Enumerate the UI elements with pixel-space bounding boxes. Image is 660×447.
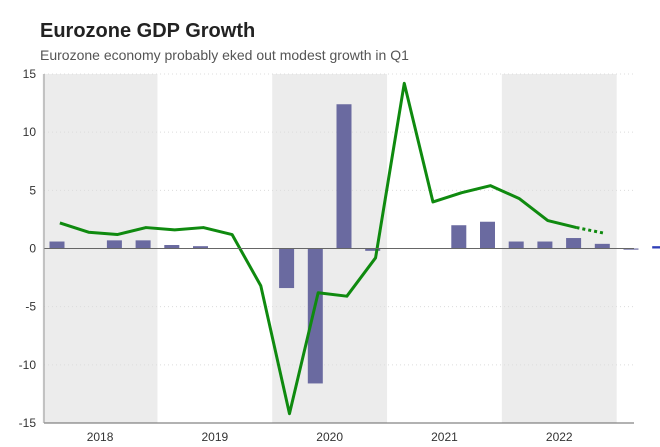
y-tick-label: 5 — [29, 183, 36, 197]
bar — [49, 241, 65, 249]
bar — [365, 248, 381, 251]
axes: 2018 2019 2020 2021 2022 15 10 5 0 -5 -10 -15 — [19, 67, 634, 444]
y-tick-label: 0 — [29, 242, 36, 256]
bar — [307, 248, 323, 384]
chart-title: Eurozone GDP Growth — [40, 20, 256, 42]
bar — [623, 248, 639, 250]
bar — [652, 246, 660, 249]
year-label-2018: 2018 — [87, 430, 114, 444]
bar — [508, 241, 524, 249]
forecast-line — [576, 226, 606, 235]
y-tick-label: -5 — [25, 300, 36, 314]
bar — [336, 104, 352, 249]
bar — [135, 240, 151, 249]
bar — [594, 243, 610, 249]
y-tick-label: 10 — [23, 125, 37, 139]
bar — [566, 238, 582, 249]
year-label-2022: 2022 — [546, 430, 573, 444]
year-label-2021: 2021 — [431, 430, 458, 444]
bar — [537, 241, 553, 249]
chart-subtitle: Eurozone economy probably eked out modes… — [40, 47, 409, 63]
bar — [480, 221, 495, 249]
annual-line — [59, 81, 606, 416]
year-label-2019: 2019 — [201, 430, 228, 444]
year-label-2020: 2020 — [316, 430, 343, 444]
bar — [451, 225, 467, 249]
bar — [106, 240, 122, 249]
bar — [164, 245, 180, 249]
annual-growth-line — [59, 81, 577, 416]
bar — [193, 246, 208, 249]
quarterly-bars — [49, 104, 660, 384]
bar — [279, 248, 295, 289]
y-tick-label: -15 — [19, 416, 37, 430]
y-tick-label: 15 — [23, 67, 37, 81]
y-tick-label: -10 — [19, 358, 37, 372]
